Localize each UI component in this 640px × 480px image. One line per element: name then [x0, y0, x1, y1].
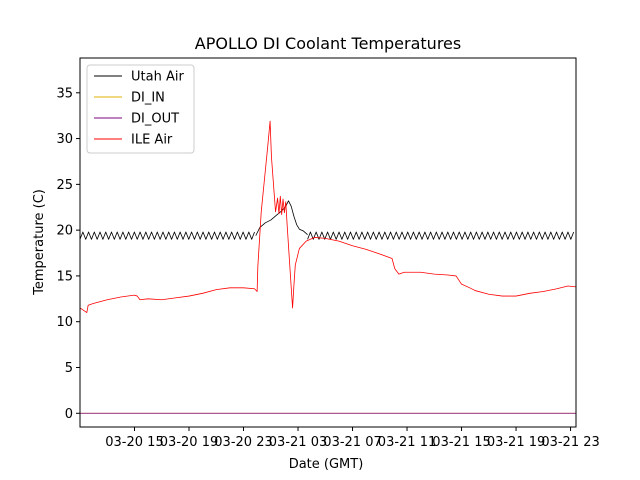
x-axis-title: Date (GMT): [289, 457, 364, 472]
x-tick-label: 03-20 19: [160, 435, 218, 450]
legend-label-utah-air: Utah Air: [131, 70, 184, 85]
y-tick-label: 35: [56, 86, 73, 101]
y-axis-title: Temperature (C): [32, 189, 47, 296]
y-tick-label: 30: [56, 132, 73, 147]
y-axis: 0 5 10 15 20 25 30 35: [56, 86, 80, 422]
chart-title: APOLLO DI Coolant Temperatures: [195, 34, 461, 53]
x-tick-label: 03-21 07: [323, 435, 381, 450]
x-tick-label: 03-20 23: [214, 435, 272, 450]
x-tick-label: 03-20 15: [105, 435, 163, 450]
x-tick-label: 03-21 03: [269, 435, 327, 450]
y-tick-label: 0: [65, 407, 73, 422]
legend-label-ile-air: ILE Air: [131, 133, 173, 148]
y-tick-label: 5: [65, 361, 73, 376]
series-line-ile-air: [79, 120, 577, 313]
y-tick-label: 10: [56, 315, 73, 330]
x-tick-label: 03-21 19: [487, 435, 545, 450]
series-line-utah-air: [79, 200, 575, 240]
series-layer: [79, 120, 577, 414]
x-tick-label: 03-21 23: [541, 435, 599, 450]
plot-frame: [79, 57, 577, 428]
x-tick-label: 03-21 15: [432, 435, 490, 450]
y-tick-label: 20: [56, 224, 73, 239]
y-tick-label: 15: [56, 269, 73, 284]
legend: Utah Air DI_IN DI_OUT ILE Air: [86, 64, 195, 154]
legend-label-di-out: DI_OUT: [131, 112, 179, 127]
legend-box: [86, 64, 195, 154]
y-tick-label: 25: [56, 178, 73, 193]
legend-label-di-in: DI_IN: [131, 91, 165, 106]
x-tick-label: 03-21 11: [378, 435, 436, 450]
